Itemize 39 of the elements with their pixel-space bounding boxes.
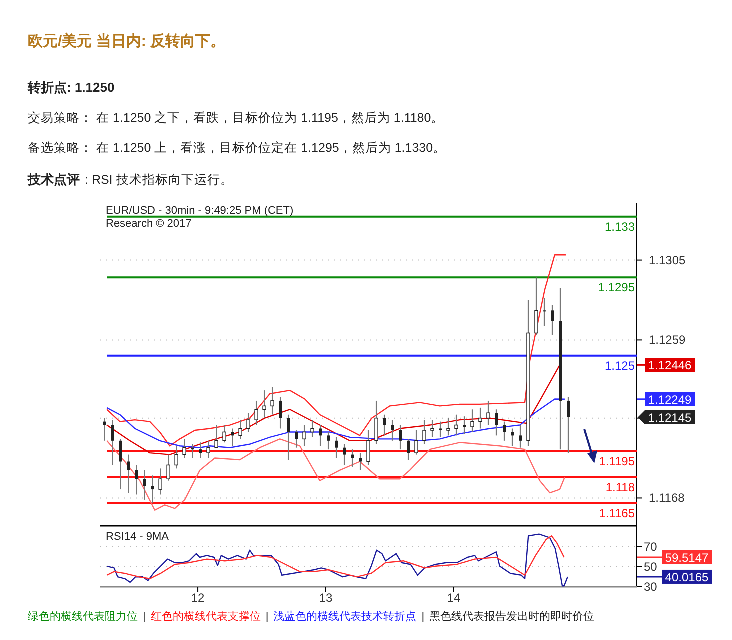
ref-line-label: 1.1295 bbox=[598, 280, 636, 295]
text: 交易策略： 在 1.1250 之下，看跌，目标价位为 1.1195，然后为 1.1180。 bbox=[28, 110, 444, 125]
text: 红色的横线代表支撑位 bbox=[150, 610, 261, 623]
text: : RSI 技术指标向下运行。 bbox=[85, 173, 234, 187]
text: 绿色的横线代表阻力位 bbox=[28, 610, 138, 623]
y-tick-label: 1.1168 bbox=[649, 491, 686, 506]
y-tick-label: 30 bbox=[644, 580, 658, 594]
annotation: EUR/USD - 30min - 9:49:25 PM (CET) bbox=[106, 205, 294, 217]
line-series bbox=[106, 534, 568, 587]
text: | bbox=[143, 611, 146, 623]
ref-line-label: 1.1165 bbox=[599, 506, 636, 520]
text: 59.5147 bbox=[665, 550, 710, 565]
y-tick-label: 1.1259 bbox=[649, 333, 686, 348]
line-series bbox=[106, 254, 567, 447]
ref-line-label: 1.118 bbox=[606, 480, 636, 494]
text: 浅蓝色的横线代表技术转折点 bbox=[274, 610, 417, 623]
text: | bbox=[422, 611, 425, 623]
y-tick-label: 70 bbox=[644, 540, 658, 554]
x-tick-label: 13 bbox=[319, 591, 334, 605]
text: 黑色线代表报告发出时的即时价位 bbox=[430, 610, 595, 623]
text: 40.0165 bbox=[665, 570, 710, 584]
annotation: Research © 2017 bbox=[106, 218, 192, 230]
text: 技术点评 bbox=[27, 172, 80, 187]
line-series bbox=[106, 438, 566, 511]
ref-line-label: 1.125 bbox=[604, 358, 636, 373]
chart-title: RSI14 - 9MA bbox=[106, 531, 170, 543]
x-tick-label: 12 bbox=[191, 591, 206, 605]
y-tick-label: 50 bbox=[644, 560, 658, 574]
chart-title: 欧元/美元 当日内: 反转向下。 bbox=[28, 32, 226, 50]
y-tick-label: 1.1305 bbox=[649, 253, 686, 268]
ref-line-label: 1.133 bbox=[604, 220, 636, 234]
text: 备选策略： 在 1.1250 上，看涨，目标价位定在 1.1295，然后为 1.1330。 bbox=[28, 141, 446, 155]
x-tick-label: 14 bbox=[447, 591, 461, 605]
text: 1.12446 bbox=[648, 358, 692, 373]
text: 转折点: 1.1250 bbox=[27, 80, 115, 95]
text: | bbox=[266, 611, 269, 623]
ref-line-label: 1.1195 bbox=[599, 454, 636, 468]
text: 1.12145 bbox=[648, 410, 692, 425]
text: 1.12249 bbox=[648, 392, 692, 407]
